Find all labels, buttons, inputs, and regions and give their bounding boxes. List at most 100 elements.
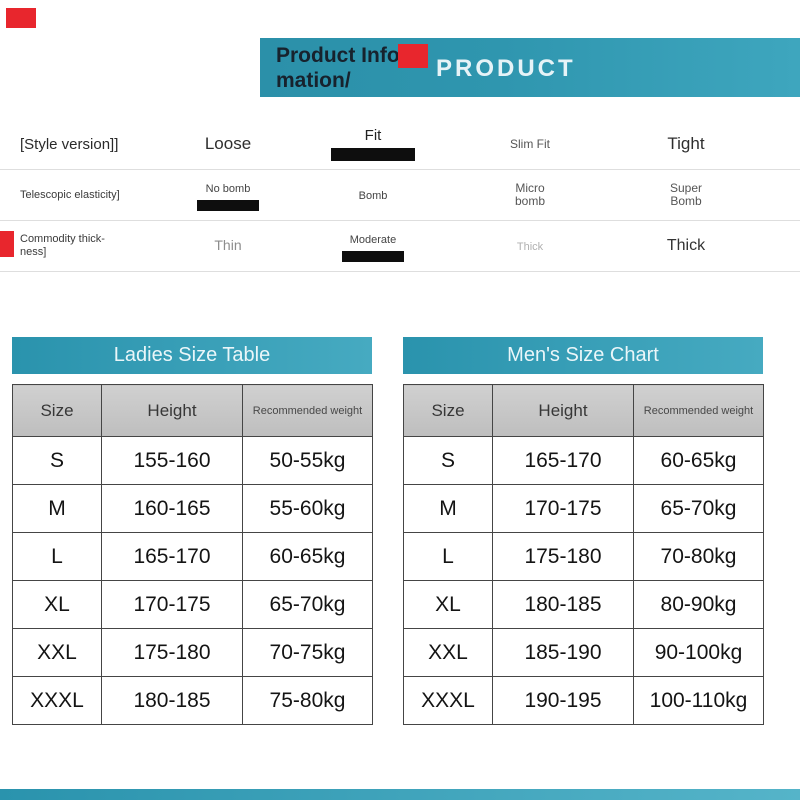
attribute-option-selected: Moderate [298,230,448,262]
cell-height: 185-190 [492,628,634,677]
cell-weight: 50-55kg [242,436,373,485]
attribute-option: Tight [612,134,760,154]
cell-size: XXXL [12,676,102,725]
mens-size-table: Men's Size Chart Size Height Recommended… [403,337,764,725]
attribute-row-style-version: [Style version]] Loose Fit Slim Fit Tigh… [0,119,800,170]
cell-height: 170-175 [492,484,634,533]
selected-underline-bar [342,251,404,262]
mens-size-table-grid: Size Height Recommended weight S 165-170… [403,384,764,725]
attribute-option-label: Thin [214,237,242,253]
table-row: XXXL 190-195 100-110kg [403,676,764,725]
header-title-line1: Product Infor- [276,44,415,67]
cell-weight: 55-60kg [242,484,373,533]
cell-size: XXL [12,628,102,677]
cell-weight: 70-75kg [242,628,373,677]
table-gap [403,374,763,384]
cell-size: M [403,484,493,533]
table-header-row: Size Height Recommended weight [12,384,373,437]
cell-height: 165-170 [492,436,634,485]
cell-height: 160-165 [101,484,243,533]
header-title-line2: mation/ [276,69,351,92]
attribute-label: Telescopic elasticity] [20,189,120,201]
attribute-option-label: No bomb [205,183,251,195]
cell-size: XXL [403,628,493,677]
table-row: L 175-180 70-80kg [403,532,764,581]
attribute-option: Micro bomb [448,182,612,208]
table-row: S 155-160 50-55kg [12,436,373,485]
attribute-label: Commodity thick-ness] [20,233,105,258]
cell-size: S [403,436,493,485]
cell-size: XL [403,580,493,629]
table-row: M 170-175 65-70kg [403,484,764,533]
table-row: XL 180-185 80-90kg [403,580,764,629]
cell-height: 155-160 [101,436,243,485]
cell-weight: 100-110kg [633,676,764,725]
attribute-option-label: Loose [204,134,252,153]
column-header-height: Height [492,384,634,437]
cell-weight: 80-90kg [633,580,764,629]
cell-height: 180-185 [101,676,243,725]
red-accent-badge [398,44,428,68]
header-banner: Product Infor- mation/ PRODUCT [260,38,800,97]
attribute-option: Thick [448,237,612,255]
cell-height: 175-180 [101,628,243,677]
attribute-option-label: Tight [667,134,705,153]
attribute-option-label: Bomb [358,190,388,202]
selected-underline-bar [197,200,259,211]
banner-product-text: PRODUCT [436,55,576,82]
attribute-option-label: Thick [516,241,544,253]
column-header-height: Height [101,384,243,437]
attribute-option: Super Bomb [612,182,760,208]
column-header-size: Size [403,384,493,437]
attribute-option-selected: Fit [298,127,448,161]
column-header-weight: Recommended weight [633,384,764,437]
cell-size: L [12,532,102,581]
attribute-label: [Style version]] [20,135,119,153]
bottom-teal-strip [0,789,800,800]
table-row: XL 170-175 65-70kg [12,580,373,629]
attribute-option: Thin [158,237,298,255]
attribute-option-label: Micro bomb [514,181,546,208]
attribute-option-label: Moderate [349,234,397,246]
cell-size: M [12,484,102,533]
cell-size: L [403,532,493,581]
ladies-size-table: Ladies Size Table Size Height Recommende… [12,337,373,725]
product-attributes: [Style version]] Loose Fit Slim Fit Tigh… [0,119,800,272]
table-row: M 160-165 55-60kg [12,484,373,533]
attribute-option-label: Thick [666,237,706,254]
attribute-option: Thick [612,237,760,255]
table-row: XXL 185-190 90-100kg [403,628,764,677]
table-row: XXL 175-180 70-75kg [12,628,373,677]
cell-weight: 90-100kg [633,628,764,677]
column-header-weight: Recommended weight [242,384,373,437]
cell-size: S [12,436,102,485]
attribute-option: Slim Fit [448,135,612,153]
ladies-size-table-grid: Size Height Recommended weight S 155-160… [12,384,373,725]
red-corner-badge [6,8,36,28]
table-row: XXXL 180-185 75-80kg [12,676,373,725]
red-accent-left-badge [0,231,14,257]
table-row: S 165-170 60-65kg [403,436,764,485]
cell-size: XL [12,580,102,629]
cell-weight: 65-70kg [633,484,764,533]
attribute-row-elasticity: Telescopic elasticity] No bomb Bomb Micr… [0,170,800,221]
attribute-option: Loose [158,134,298,154]
cell-height: 180-185 [492,580,634,629]
cell-height: 175-180 [492,532,634,581]
attribute-option-label: Slim Fit [510,137,550,151]
attribute-option: Bomb [298,186,448,204]
cell-weight: 60-65kg [633,436,764,485]
attribute-option-label: Fit [364,127,382,144]
cell-height: 165-170 [101,532,243,581]
cell-size: XXXL [403,676,493,725]
table-gap [12,374,372,384]
cell-weight: 65-70kg [242,580,373,629]
cell-height: 170-175 [101,580,243,629]
cell-weight: 70-80kg [633,532,764,581]
cell-weight: 60-65kg [242,532,373,581]
table-header-row: Size Height Recommended weight [403,384,764,437]
attribute-option-label: Super Bomb [669,181,703,208]
cell-weight: 75-80kg [242,676,373,725]
header-title: Product Infor- mation/ [276,43,415,93]
